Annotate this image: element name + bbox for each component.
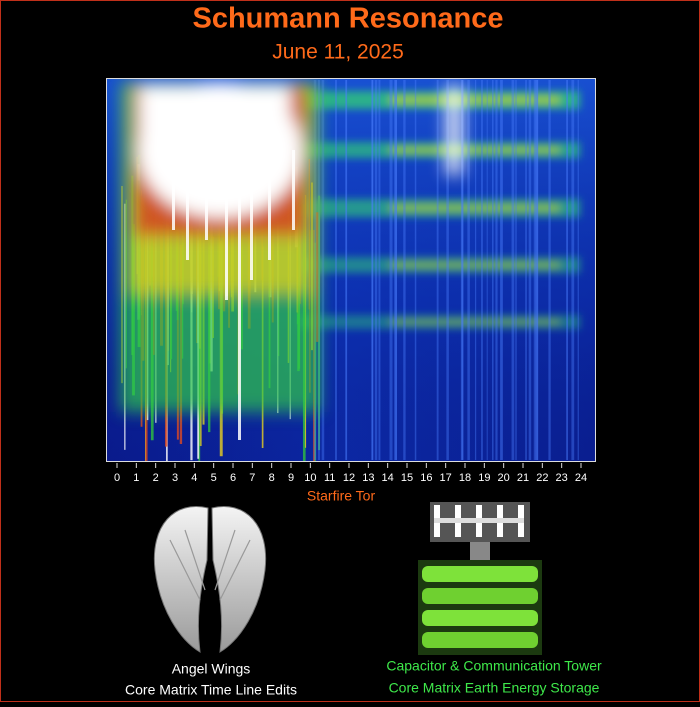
streak [321, 80, 325, 460]
streak [577, 80, 579, 460]
date: June 11, 2025 [272, 41, 404, 64]
streak [533, 80, 537, 460]
title: Schumann Resonance [192, 3, 503, 35]
streak [414, 80, 417, 460]
hour-label: 20 [498, 472, 510, 484]
left-caption: Core Matrix Time Line Edits [125, 682, 297, 698]
hour-label: 18 [459, 472, 471, 484]
spectrogram-border [106, 78, 596, 462]
hot-region [120, 82, 463, 412]
streak [394, 80, 397, 460]
hour-label: 6 [230, 472, 236, 484]
hour-label: 24 [575, 472, 587, 484]
streak [500, 80, 503, 460]
streak [467, 80, 470, 460]
streak [571, 80, 575, 460]
hour-label: 13 [362, 472, 374, 484]
streak [460, 80, 464, 460]
white-streak [172, 150, 175, 230]
spectrogram [107, 79, 595, 461]
hour-label: 9 [288, 472, 294, 484]
resonance-bands [300, 91, 580, 329]
band [390, 146, 560, 154]
white-streak [268, 150, 271, 260]
band [390, 203, 560, 213]
streak [395, 80, 397, 460]
white-streak [250, 150, 253, 280]
streak [461, 80, 464, 460]
hour-label: 7 [249, 472, 255, 484]
streak [371, 80, 374, 460]
streak [525, 80, 527, 460]
hour-label: 17 [440, 472, 452, 484]
band [390, 318, 560, 326]
streak [486, 80, 488, 460]
hour-label: 16 [420, 472, 432, 484]
band [390, 261, 560, 269]
white-streak [205, 150, 208, 240]
hour-label: 23 [556, 472, 568, 484]
streak [566, 80, 568, 460]
hour-axis: 0 1 2 3 4 5 6 7 8 9 10 11 12 13 14 15 16 17 18 19 20 21 22 23 24 [114, 463, 587, 484]
white-streak [225, 150, 228, 300]
streak [491, 80, 494, 460]
streak [548, 80, 551, 460]
right-caption: Capacitor & Communication Tower [386, 658, 602, 674]
streak [566, 80, 568, 460]
streak [374, 80, 378, 460]
streak [335, 80, 337, 460]
hour-label: 12 [343, 472, 355, 484]
hour-label: 2 [153, 472, 159, 484]
hour-label: 15 [401, 472, 413, 484]
streak [537, 80, 539, 460]
streak [346, 80, 348, 460]
white-streaks [172, 150, 295, 440]
left-caption: Angel Wings [172, 661, 251, 677]
white-streak [186, 150, 189, 260]
streak [474, 80, 477, 460]
streak [500, 80, 502, 460]
source-label: Starfire Tor [307, 488, 376, 504]
right-caption: Core Matrix Earth Energy Storage [389, 680, 600, 696]
hour-label: 10 [304, 472, 316, 484]
hour-label: 19 [478, 472, 490, 484]
streak [389, 80, 393, 460]
hour-label: 3 [172, 472, 178, 484]
hour-label: 5 [211, 472, 217, 484]
streak [511, 80, 515, 460]
streak [378, 80, 381, 460]
white-streak [238, 150, 241, 440]
hour-label: 8 [269, 472, 275, 484]
streak [481, 80, 483, 460]
streak [403, 80, 406, 460]
hour-label: 0 [114, 472, 120, 484]
streak [528, 80, 532, 460]
streak [446, 80, 449, 460]
hour-label: 22 [536, 472, 548, 484]
streak [495, 80, 498, 460]
hour-label: 4 [191, 472, 197, 484]
streak [535, 80, 539, 460]
hour-label: 21 [517, 472, 529, 484]
streak [515, 80, 517, 460]
white-streak [292, 150, 295, 230]
streak [345, 80, 347, 460]
hour-label: 11 [324, 472, 335, 484]
streak [371, 80, 374, 460]
band [390, 95, 560, 105]
tower-icon [418, 502, 542, 655]
angel-wings-icon [153, 506, 267, 653]
hour-label: 1 [133, 472, 139, 484]
streak [436, 80, 439, 460]
hour-label: 14 [382, 472, 394, 484]
